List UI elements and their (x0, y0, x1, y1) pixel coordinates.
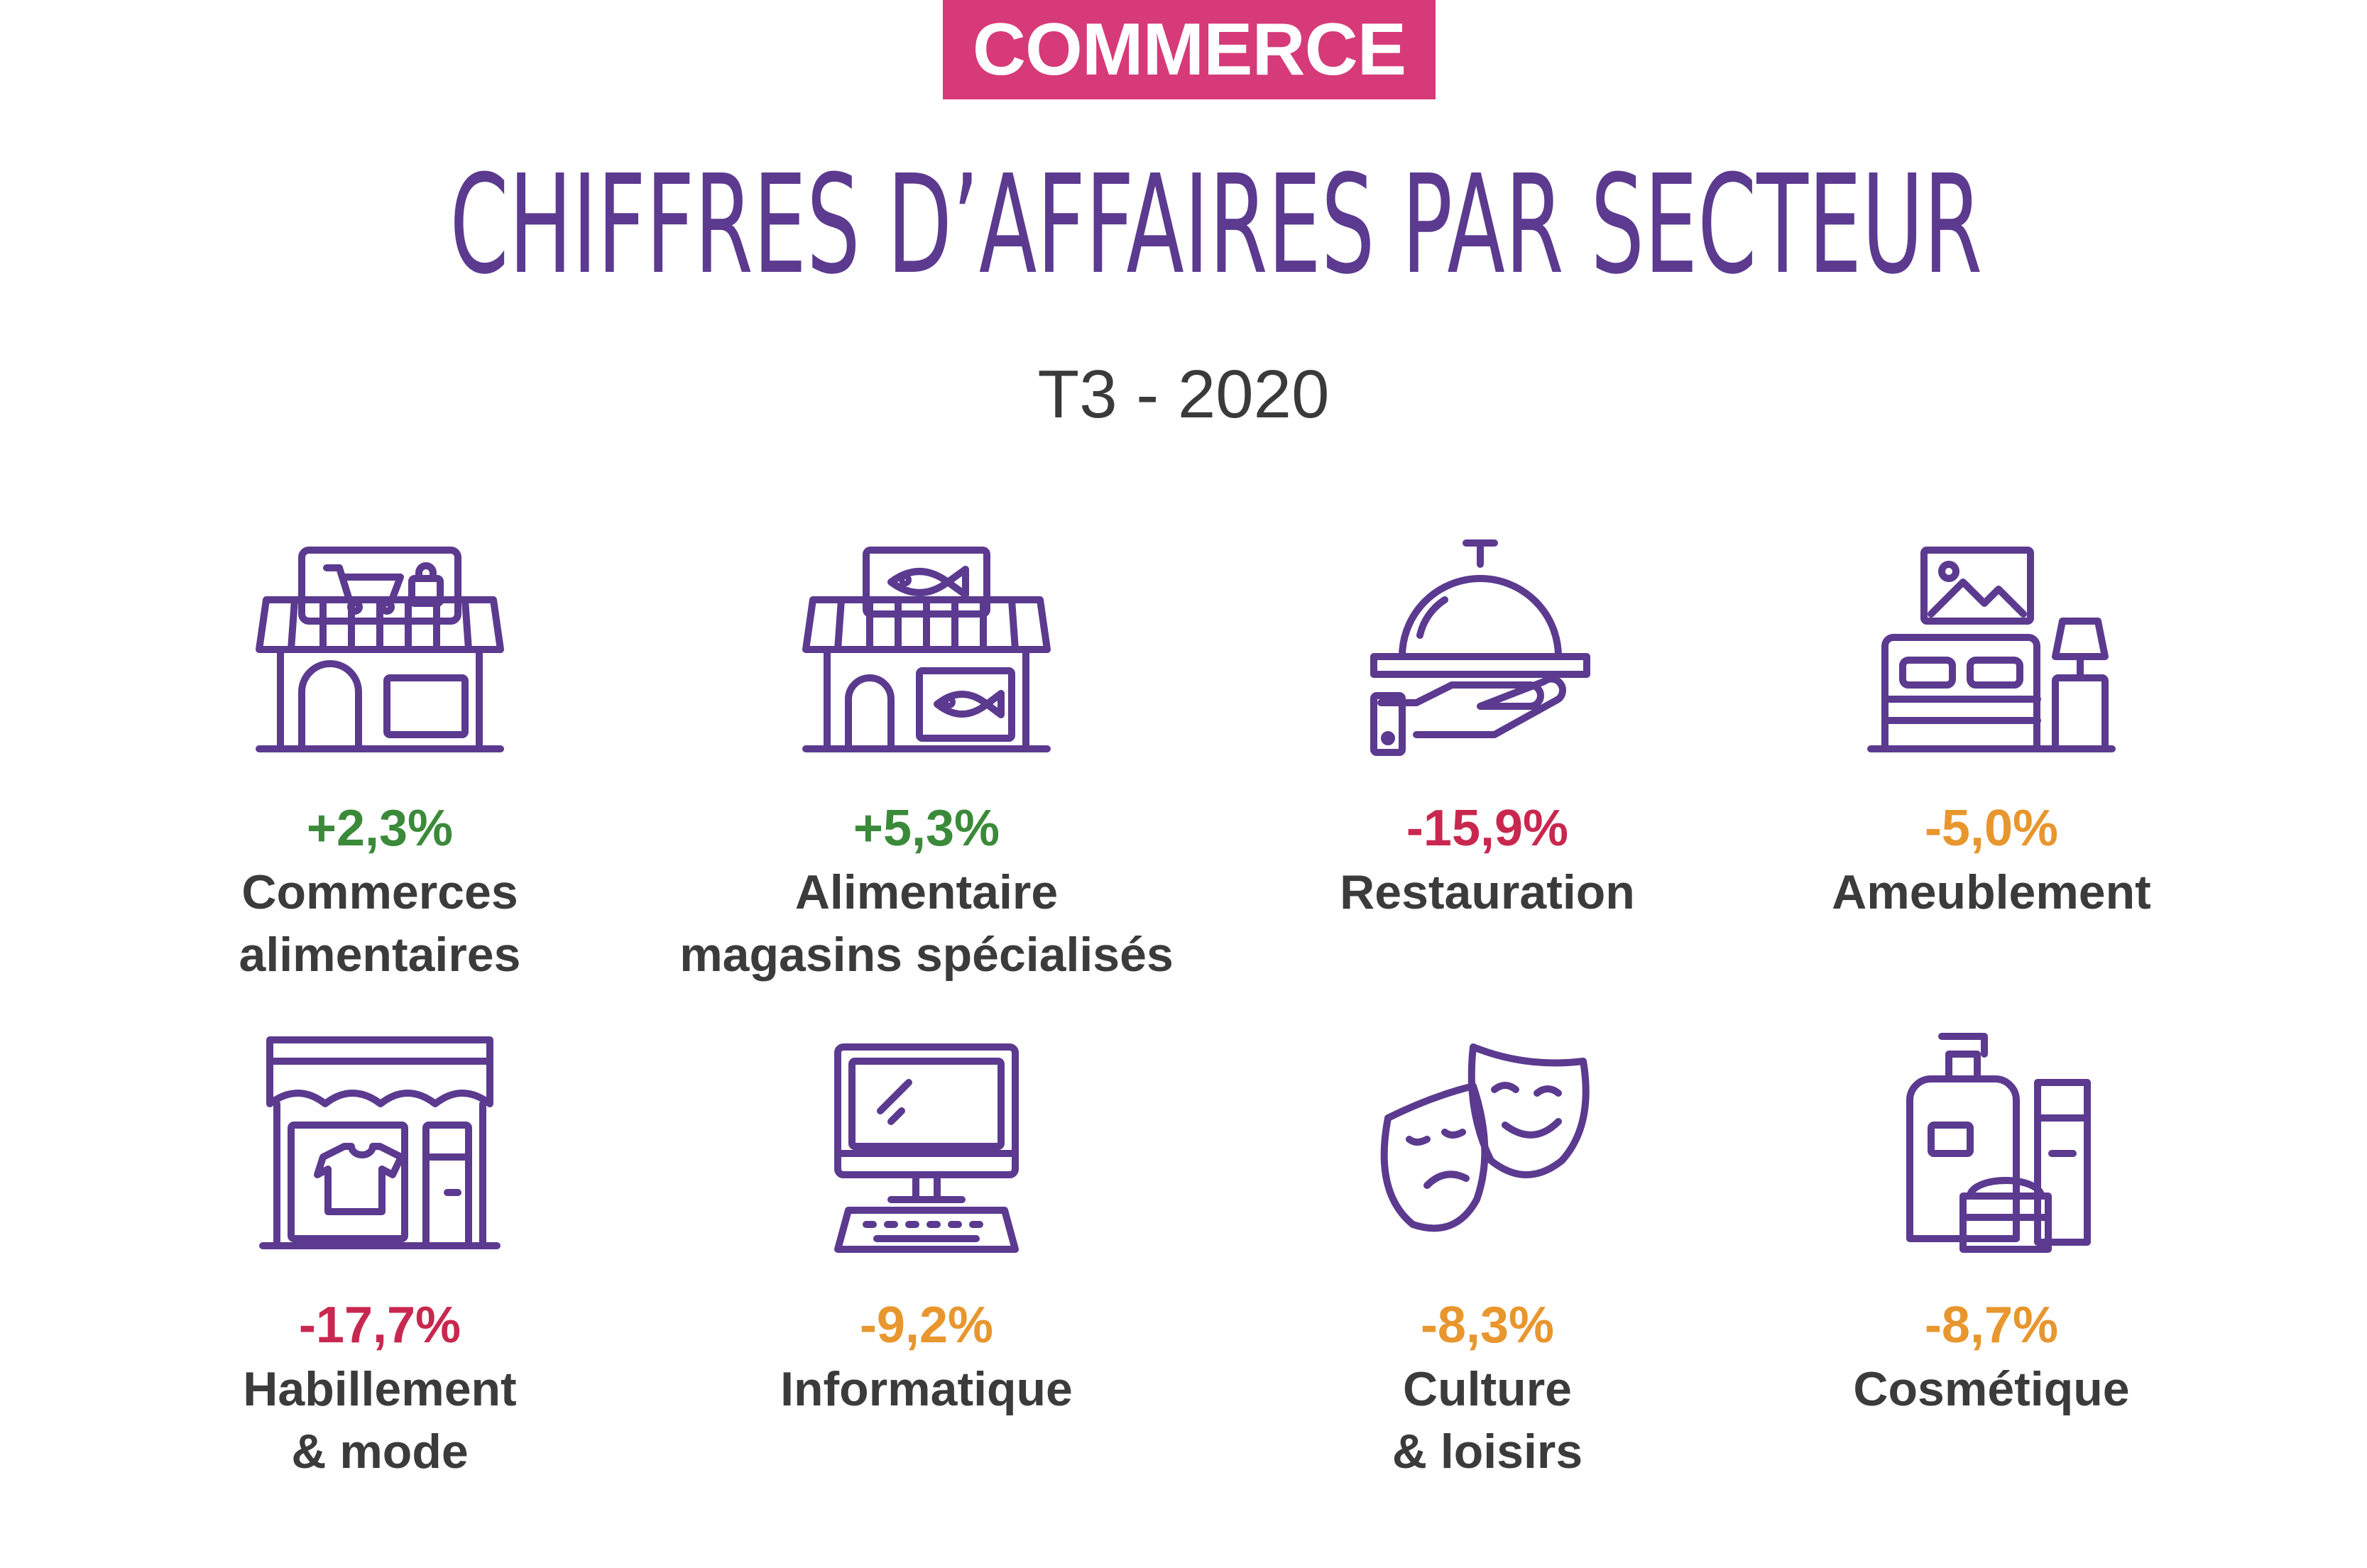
clothing-store-icon (252, 1033, 508, 1260)
sector-label-line1: Restauration (1340, 865, 1635, 919)
sector-card-culture-loisirs: -8,3% Culture & loisirs (1214, 1033, 1761, 1483)
bedroom-furniture-icon (1864, 536, 2119, 763)
fish-shop-icon (799, 536, 1054, 763)
sector-label: Cosmétique (1718, 1358, 2265, 1420)
grocery-store-icon (252, 536, 508, 763)
sector-label-line2: magasins spécialisés (679, 928, 1174, 982)
sector-label: Restauration (1214, 861, 1761, 923)
cosmetics-icon (1864, 1033, 2119, 1260)
sector-card-restauration: -15,9% Restauration (1214, 536, 1761, 923)
sector-label-line1: Habillement (243, 1362, 517, 1416)
sector-card-habillement: -17,7% Habillement & mode (106, 1033, 653, 1483)
sector-label: Commerces alimentaires (106, 861, 653, 986)
sector-label-line1: Informatique (780, 1362, 1073, 1416)
sector-label-line1: Ameublement (1832, 865, 2151, 919)
sector-value: +2,3% (306, 800, 454, 857)
sector-label: Culture & loisirs (1214, 1358, 1761, 1483)
sector-label-line2: alimentaires (239, 928, 521, 982)
sector-value: -8,7% (1924, 1297, 2059, 1354)
sector-value: -17,7% (298, 1297, 461, 1354)
sector-card-commerces-alimentaires: +2,3% Commerces alimentaires (106, 536, 653, 986)
sector-label-line2: & mode (291, 1425, 469, 1479)
sector-label-line1: Commerces (241, 865, 518, 919)
sector-value: +5,3% (853, 800, 1000, 857)
sector-label-line1: Alimentaire (794, 865, 1059, 919)
section-badge: COMMERCE (943, 0, 1436, 99)
sector-card-cosmetique: -8,7% Cosmétique (1718, 1033, 2265, 1420)
sector-value: -8,3% (1420, 1297, 1555, 1354)
cloche-serving-icon (1360, 536, 1615, 763)
sector-value: -15,9% (1406, 800, 1569, 857)
sector-card-ameublement: -5,0% Ameublement (1718, 536, 2265, 923)
sector-label: Alimentaire magasins spécialisés (653, 861, 1200, 986)
sector-label: Informatique (653, 1358, 1200, 1420)
sector-value: -5,0% (1924, 800, 2059, 857)
sector-card-informatique: -9,2% Informatique (653, 1033, 1200, 1420)
sector-card-alimentaire-specialises: +5,3% Alimentaire magasins spécialisés (653, 536, 1200, 986)
theater-masks-icon (1360, 1033, 1615, 1260)
period-subtitle: T3 - 2020 (1037, 356, 1330, 432)
sector-label-line1: Cosmétique (1853, 1362, 2130, 1416)
sector-label-line2: & loisirs (1392, 1425, 1583, 1479)
page-title: CHIFFRES D’AFFAIRES PAR SECTEUR (449, 146, 1983, 305)
sector-value: -9,2% (859, 1297, 994, 1354)
sector-label: Ameublement (1718, 861, 2265, 923)
sector-label: Habillement & mode (106, 1358, 653, 1483)
sector-label-line1: Culture (1403, 1362, 1572, 1416)
desktop-computer-icon (799, 1033, 1054, 1260)
